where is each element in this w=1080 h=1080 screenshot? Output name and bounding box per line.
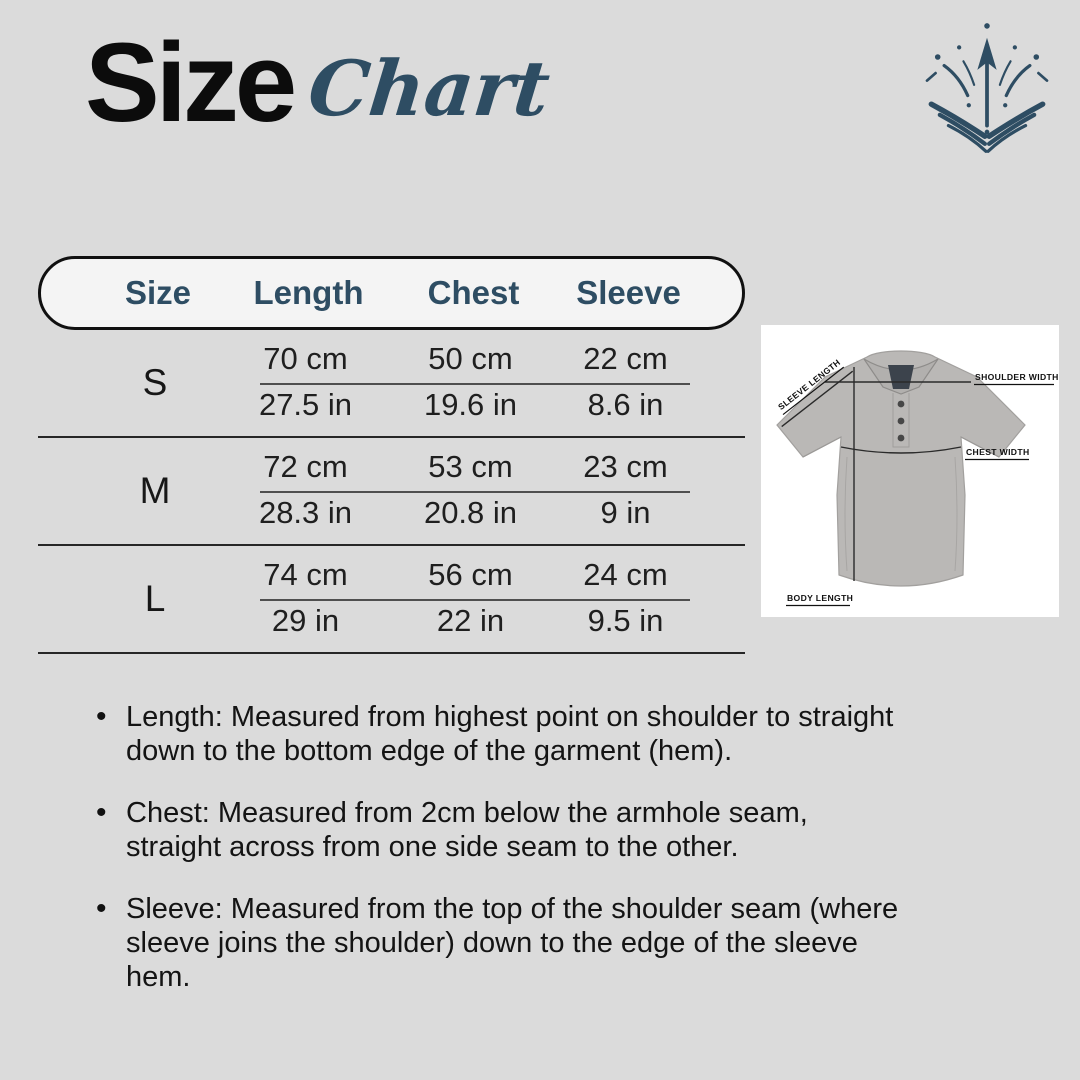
length-cm: 74 cm [263,557,348,592]
column-header-length: Length [253,274,364,311]
note-sleeve: • Sleeve: Measured from the top of the s… [96,892,906,994]
chest-cm: 56 cm [428,557,513,592]
table-header: Size Length Chest Sleeve [38,256,745,330]
chest-values: 56 cm 22 in [383,546,558,652]
bullet-icon: • [96,892,107,925]
note-text: Length: Measured from highest point on s… [126,701,894,767]
sleeve-cm: 23 cm [583,449,668,484]
sleeve-in: 9 in [600,495,651,530]
chest-cm: 53 cm [428,449,513,484]
column-header-sleeve: Sleeve [576,274,681,311]
note-text: Sleeve: Measured from the top of the sho… [126,893,899,993]
shirt-measurement-diagram: SHOULDER WIDTH CHEST WIDTH BODY LENGTH S… [761,325,1059,617]
polo-shirt-body [776,350,1026,587]
sleeve-values: 22 cm 8.6 in [538,330,713,436]
note-chest: • Chest: Measured from 2cm below the arm… [96,796,906,864]
length-cm: 70 cm [263,341,348,376]
size-label: M [139,470,171,511]
size-label: L [144,578,166,619]
chest-cm: 50 cm [428,341,513,376]
length-in: 29 in [271,603,340,638]
sleeve-cm: 22 cm [583,341,668,376]
bullet-icon: • [96,700,107,733]
length-values: 70 cm 27.5 in [218,330,393,436]
body-length-label: BODY LENGTH [787,593,853,603]
table-row-s: S 70 cm 27.5 in 50 cm 19.6 in 22 cm 8.6 … [38,330,745,438]
chest-in: 20.8 in [423,495,518,530]
chest-values: 50 cm 19.6 in [383,330,558,436]
chest-in: 22 in [436,603,505,638]
chest-width-label: CHEST WIDTH [966,447,1030,457]
size-label: S [142,362,168,403]
cm-in-divider [260,383,690,385]
length-cm: 72 cm [263,449,348,484]
title-size: Size [85,20,297,145]
note-text: Chest: Measured from 2cm below the armho… [126,797,808,863]
length-values: 72 cm 28.3 in [218,438,393,544]
cm-in-divider [260,491,690,493]
size-table: Size Length Chest Sleeve S 70 cm 27.5 in… [38,256,745,654]
sleeve-values: 23 cm 9 in [538,438,713,544]
sleeve-values: 24 cm 9.5 in [538,546,713,652]
table-row-m: M 72 cm 28.3 in 53 cm 20.8 in 23 cm 9 in [38,438,745,546]
shoulder-width-label: SHOULDER WIDTH [975,372,1059,382]
length-values: 74 cm 29 in [218,546,393,652]
chest-in: 19.6 in [423,387,518,422]
note-length: • Length: Measured from highest point on… [96,700,906,768]
sleeve-in: 8.6 in [587,387,664,422]
book-spark-logo-icon [912,12,1062,162]
title-chart-script: Chart [304,44,554,133]
button [897,434,905,442]
cm-in-divider [260,599,690,601]
table-row-l: L 74 cm 29 in 56 cm 22 in 24 cm 9.5 in [38,546,745,654]
column-header-size: Size [124,274,192,311]
sleeve-in: 9.5 in [587,603,664,638]
sleeve-cm: 24 cm [583,557,668,592]
button [897,417,905,425]
column-header-chest: Chest [427,274,520,311]
bullet-icon: • [96,796,107,829]
length-in: 27.5 in [258,387,353,422]
length-in: 28.3 in [258,495,353,530]
chest-values: 53 cm 20.8 in [383,438,558,544]
measurement-notes: • Length: Measured from highest point on… [96,700,906,1022]
page-title: Size Chart [85,18,554,147]
button [897,400,905,408]
